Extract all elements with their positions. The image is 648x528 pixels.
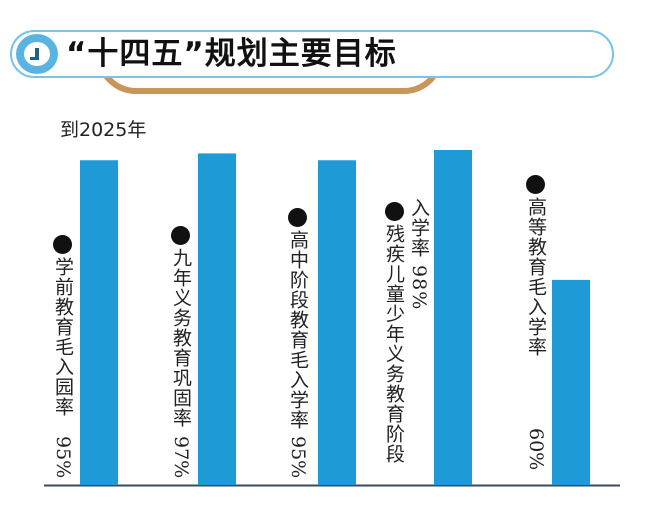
header-badge-icon [16,34,58,74]
category-label-1: 九年义务教育巩固率 [170,248,192,428]
category-label-4: 高等教育毛入学率 [525,197,547,357]
bullet-dot-4 [526,175,545,194]
category-label-3: 残疾儿童少年义务教育阶段 [383,224,405,464]
value-label-1: 97% [170,436,192,479]
bar-2 [318,160,356,485]
bullet-dot-2 [288,208,307,227]
chart-title: “十四五”规划主要目标 [66,36,397,72]
chart-subtitle: 到2025年 [60,119,147,141]
header-banner [10,30,614,78]
value-label-0: 95% [52,436,74,479]
bar-1 [198,153,236,485]
category-label-tail-3: 入学率 98% [408,198,430,311]
bar-3 [434,150,472,485]
value-label-4: 60% [525,428,547,471]
category-label-0: 学前教育毛入园率 [52,257,74,417]
bar-4 [552,279,590,485]
bar-0 [80,160,118,485]
header-badge-inner [24,42,50,66]
number-one-icon [30,48,39,60]
value-label-2: 95% [287,436,309,479]
bullet-dot-1 [171,226,190,245]
bullet-dot-0 [53,235,72,254]
category-label-2: 高中阶段教育毛入学率 [287,230,309,430]
bullet-dot-3 [385,202,404,221]
